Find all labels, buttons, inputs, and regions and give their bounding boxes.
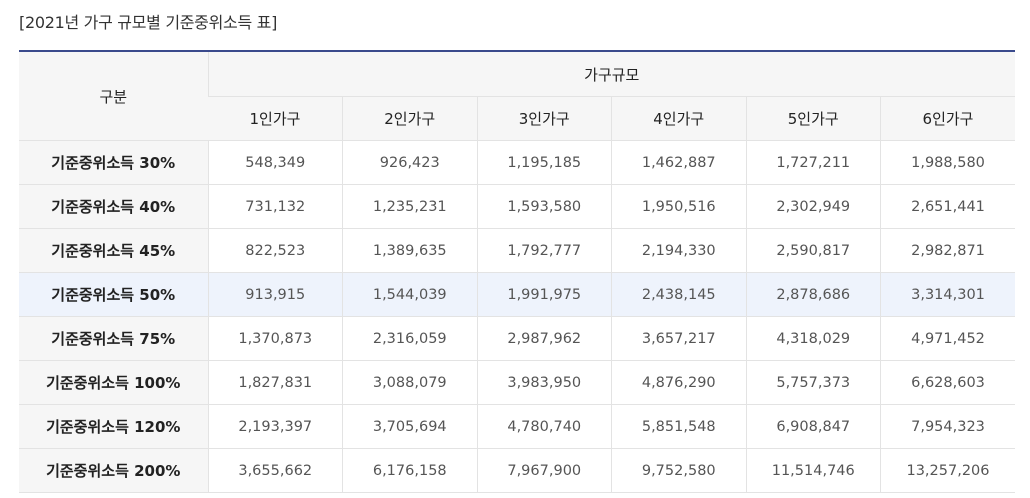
column-header: 5인가구 bbox=[745, 96, 881, 141]
table-cell: 6,628,603 bbox=[880, 360, 1016, 405]
table-cell: 1,593,580 bbox=[476, 184, 612, 229]
column-header: 4인가구 bbox=[611, 96, 746, 141]
table-cell: 3,705,694 bbox=[342, 404, 477, 449]
table-cell: 2,302,949 bbox=[745, 184, 881, 229]
table-cell: 7,967,900 bbox=[476, 448, 612, 493]
row-label: 기준중위소득 75% bbox=[19, 316, 208, 361]
table-cell: 3,314,301 bbox=[880, 272, 1016, 317]
column-header: 1인가구 bbox=[208, 96, 343, 141]
table-cell: 1,370,873 bbox=[207, 316, 343, 361]
table-caption: [2021년 가구 규모별 기준중위소득 표] bbox=[19, 13, 278, 32]
table-body: 기준중위소득 30% 548,349 926,423 1,195,185 1,4… bbox=[19, 140, 1016, 493]
table-cell: 3,983,950 bbox=[476, 360, 612, 405]
table-cell: 5,851,548 bbox=[611, 404, 746, 449]
table-cell: 822,523 bbox=[207, 228, 343, 273]
row-label: 기준중위소득 120% bbox=[19, 404, 208, 449]
table-cell: 1,988,580 bbox=[880, 140, 1016, 185]
row-label: 기준중위소득 50% bbox=[19, 272, 208, 317]
table-row: 기준중위소득 75% 1,370,873 2,316,059 2,987,962… bbox=[19, 316, 1016, 361]
table-cell: 926,423 bbox=[342, 140, 477, 185]
table-cell: 2,982,871 bbox=[880, 228, 1016, 273]
row-label: 기준중위소득 45% bbox=[19, 228, 208, 273]
table-cell: 1,389,635 bbox=[342, 228, 477, 273]
median-income-table: 구분 가구규모 1인가구 2인가구 3인가구 4인가구 5인가구 6인가구 기준… bbox=[19, 50, 1016, 493]
table-row: 기준중위소득 200% 3,655,662 6,176,158 7,967,90… bbox=[19, 448, 1016, 493]
table-cell: 1,792,777 bbox=[476, 228, 612, 273]
table-cell: 1,991,975 bbox=[476, 272, 612, 317]
table-cell: 2,590,817 bbox=[745, 228, 881, 273]
table-cell: 1,827,831 bbox=[207, 360, 343, 405]
table-cell: 2,316,059 bbox=[342, 316, 477, 361]
table-cell: 11,514,746 bbox=[745, 448, 881, 493]
table-row-highlighted: 기준중위소득 50% 913,915 1,544,039 1,991,975 2… bbox=[19, 272, 1016, 317]
table-row: 기준중위소득 30% 548,349 926,423 1,195,185 1,4… bbox=[19, 140, 1016, 185]
table-cell: 1,235,231 bbox=[342, 184, 477, 229]
group-header-cell: 가구규모 bbox=[207, 51, 1016, 97]
column-header: 3인가구 bbox=[476, 96, 612, 141]
column-header: 6인가구 bbox=[880, 96, 1016, 141]
row-label: 기준중위소득 200% bbox=[19, 448, 208, 493]
table-row: 기준중위소득 45% 822,523 1,389,635 1,792,777 2… bbox=[19, 228, 1016, 273]
table-cell: 3,088,079 bbox=[342, 360, 477, 405]
table-cell: 1,195,185 bbox=[476, 140, 612, 185]
table-cell: 2,194,330 bbox=[611, 228, 746, 273]
table-header: 구분 가구규모 1인가구 2인가구 3인가구 4인가구 5인가구 6인가구 bbox=[19, 51, 1016, 141]
table-cell: 3,657,217 bbox=[611, 316, 746, 361]
table-cell: 2,651,441 bbox=[880, 184, 1016, 229]
table-row: 기준중위소득 40% 731,132 1,235,231 1,593,580 1… bbox=[19, 184, 1016, 229]
table-row: 기준중위소득 100% 1,827,831 3,088,079 3,983,95… bbox=[19, 360, 1016, 405]
table-cell: 731,132 bbox=[207, 184, 343, 229]
table-cell: 5,757,373 bbox=[745, 360, 881, 405]
table-cell: 4,780,740 bbox=[476, 404, 612, 449]
table-cell: 4,971,452 bbox=[880, 316, 1016, 361]
income-table-container: 구분 가구규모 1인가구 2인가구 3인가구 4인가구 5인가구 6인가구 기준… bbox=[19, 50, 1016, 493]
table-cell: 4,876,290 bbox=[611, 360, 746, 405]
row-header-cell: 구분 bbox=[19, 51, 208, 141]
table-cell: 1,544,039 bbox=[342, 272, 477, 317]
table-cell: 4,318,029 bbox=[745, 316, 881, 361]
table-cell: 548,349 bbox=[207, 140, 343, 185]
row-label: 기준중위소득 40% bbox=[19, 184, 208, 229]
table-cell: 1,462,887 bbox=[611, 140, 746, 185]
table-cell: 2,987,962 bbox=[476, 316, 612, 361]
table-cell: 2,878,686 bbox=[745, 272, 881, 317]
table-cell: 9,752,580 bbox=[611, 448, 746, 493]
table-cell: 6,908,847 bbox=[745, 404, 881, 449]
table-row: 기준중위소득 120% 2,193,397 3,705,694 4,780,74… bbox=[19, 404, 1016, 449]
table-cell: 7,954,323 bbox=[880, 404, 1016, 449]
table-cell: 13,257,206 bbox=[880, 448, 1016, 493]
table-cell: 1,950,516 bbox=[611, 184, 746, 229]
row-label: 기준중위소득 30% bbox=[19, 140, 208, 185]
table-cell: 2,193,397 bbox=[207, 404, 343, 449]
column-header: 2인가구 bbox=[342, 96, 477, 141]
table-cell: 3,655,662 bbox=[207, 448, 343, 493]
table-cell: 1,727,211 bbox=[745, 140, 881, 185]
table-cell: 913,915 bbox=[207, 272, 343, 317]
table-cell: 6,176,158 bbox=[342, 448, 477, 493]
table-cell: 2,438,145 bbox=[611, 272, 746, 317]
row-label: 기준중위소득 100% bbox=[19, 360, 208, 405]
